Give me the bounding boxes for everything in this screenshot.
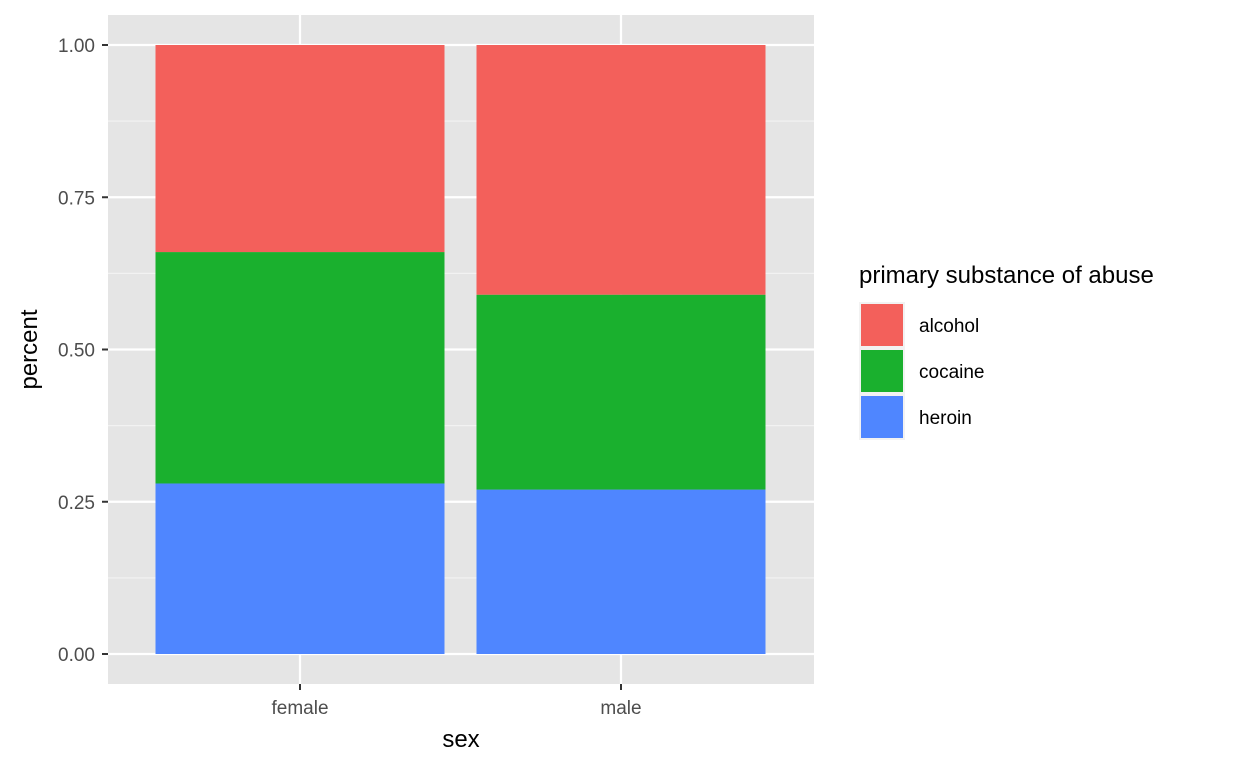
legend-swatch-alcohol <box>861 304 903 346</box>
legend: primary substance of abuse alcohol cocain… <box>859 262 1154 440</box>
y-axis-title: percent <box>16 309 43 389</box>
legend-label-heroin: heroin <box>919 408 972 429</box>
bar-female-alcohol <box>155 45 445 253</box>
bar-female-cocaine <box>155 252 445 484</box>
x-tick-label: male <box>600 698 641 719</box>
y-tick-label: 1.00 <box>58 36 95 57</box>
bar-male-alcohol <box>476 45 766 295</box>
y-tick-label: 0.25 <box>58 493 95 514</box>
y-tick-label: 0.50 <box>58 341 95 362</box>
legend-label-alcohol: alcohol <box>919 316 979 337</box>
y-axis: 0.00 0.25 0.50 0.75 1.00 <box>58 36 108 666</box>
bars <box>155 45 766 654</box>
bar-male-heroin <box>476 489 766 654</box>
x-axis-title: sex <box>442 726 479 753</box>
y-tick-label: 0.75 <box>58 188 95 209</box>
y-tick-label: 0.00 <box>58 645 95 666</box>
x-axis: female male <box>271 684 642 719</box>
x-tick-label: female <box>271 698 328 719</box>
bar-female-heroin <box>155 483 445 654</box>
legend-swatch-heroin <box>861 396 903 438</box>
legend-label-cocaine: cocaine <box>919 362 985 383</box>
bar-male-cocaine <box>476 294 766 490</box>
legend-swatch-cocaine <box>861 350 903 392</box>
legend-title: primary substance of abuse <box>859 262 1154 289</box>
